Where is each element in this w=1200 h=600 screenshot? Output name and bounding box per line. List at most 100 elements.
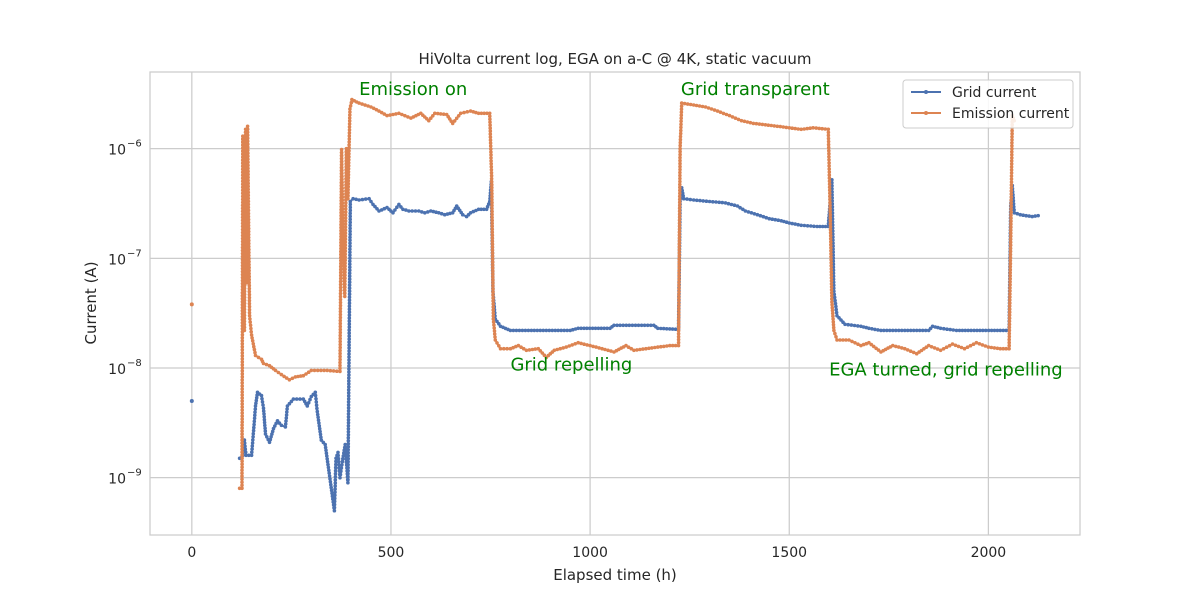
data-point [490, 221, 495, 226]
data-point [346, 391, 351, 395]
data-point [333, 468, 338, 473]
data-point [828, 200, 832, 205]
data-point [679, 125, 683, 130]
data-point [346, 462, 350, 467]
data-point [778, 124, 783, 129]
data-point [253, 353, 258, 358]
data-point [538, 328, 543, 333]
data-point [490, 215, 494, 220]
data-point [1010, 147, 1014, 151]
data-point [488, 123, 492, 127]
data-point [677, 266, 681, 270]
data-point [492, 332, 497, 336]
data-point [246, 181, 250, 186]
data-point [242, 292, 247, 297]
data-point [242, 319, 247, 324]
data-point [347, 373, 351, 377]
data-point [329, 482, 333, 487]
data-point [246, 199, 251, 204]
data-point [636, 323, 641, 328]
data-point [677, 293, 681, 297]
data-point [489, 162, 494, 166]
data-point [343, 261, 347, 266]
data-point [488, 126, 493, 130]
data-point [247, 453, 251, 458]
data-point [346, 403, 351, 407]
data-point [679, 101, 684, 105]
data-point [347, 125, 352, 129]
data-point [343, 273, 347, 278]
data-point [346, 448, 351, 452]
data-point [332, 499, 337, 504]
data-point [267, 440, 272, 445]
data-point [490, 236, 495, 241]
data-point [338, 324, 343, 329]
data-point [261, 361, 266, 366]
data-point [347, 143, 351, 147]
data-point [347, 355, 351, 359]
data-point [1004, 328, 1008, 333]
data-point [552, 348, 557, 353]
data-point [826, 133, 831, 138]
data-point [820, 224, 825, 229]
data-point [242, 286, 247, 291]
data-point [748, 120, 753, 125]
data-point [827, 161, 831, 165]
data-point [516, 343, 521, 348]
data-point [340, 165, 344, 170]
data-point [319, 435, 323, 440]
data-point [986, 345, 991, 349]
annotations: Emission on Grid transparent Grid repellin… [359, 79, 1063, 381]
data-point [714, 200, 718, 204]
data-point [338, 321, 343, 326]
data-point [328, 477, 332, 481]
data-point [248, 320, 252, 324]
data-point [677, 308, 681, 312]
data-point [247, 304, 252, 309]
data-point [697, 104, 702, 108]
data-point [343, 294, 347, 299]
data-point [247, 283, 252, 288]
data-point [348, 199, 353, 204]
data-point [859, 324, 863, 329]
data-point [343, 285, 347, 290]
data-point [333, 478, 338, 482]
data-point [243, 444, 247, 449]
data-point [276, 370, 281, 375]
data-point [830, 308, 835, 313]
data-point [1009, 159, 1014, 163]
data-point [790, 221, 794, 226]
data-point [245, 136, 250, 141]
data-point [491, 269, 495, 274]
data-point [315, 406, 319, 411]
data-point [833, 298, 837, 303]
data-point [343, 213, 348, 217]
data-point [253, 404, 258, 408]
data-point [261, 406, 266, 411]
data-point [830, 300, 834, 304]
data-point [304, 372, 308, 376]
data-point [729, 202, 734, 207]
data-point [382, 206, 387, 211]
data-point [338, 333, 343, 338]
data-point [338, 315, 343, 320]
data-point [366, 104, 370, 108]
data-point [347, 301, 352, 306]
data-point [757, 122, 762, 126]
data-point [490, 227, 495, 232]
data-point [677, 203, 682, 208]
data-point [348, 113, 352, 117]
data-point [246, 157, 250, 162]
data-point [347, 283, 352, 288]
data-point [340, 195, 345, 199]
data-point [346, 430, 351, 434]
data-point [490, 182, 494, 187]
data-point [556, 328, 560, 333]
data-point [677, 299, 681, 303]
data-point [760, 122, 765, 127]
data-point [456, 114, 461, 118]
data-point [947, 343, 952, 348]
data-point [1008, 264, 1013, 269]
data-point [950, 342, 955, 346]
data-point [678, 137, 683, 142]
